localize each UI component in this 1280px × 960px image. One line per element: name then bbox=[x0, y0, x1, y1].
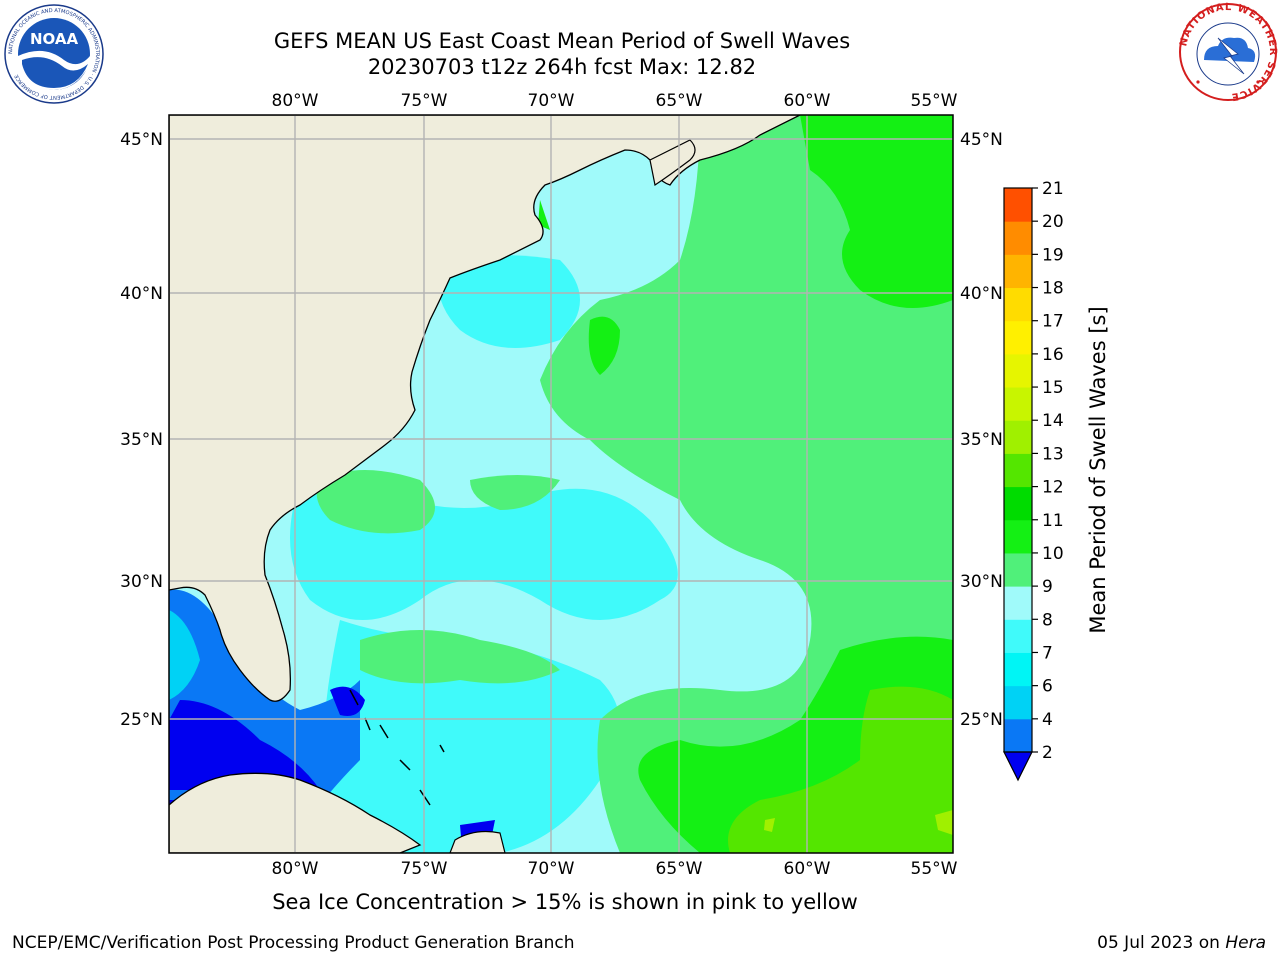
lon-label-bottom: 75°W bbox=[401, 859, 448, 879]
lon-label-top: 80°W bbox=[272, 91, 319, 111]
bright-green-period-region bbox=[588, 316, 620, 375]
lon-label-top: 70°W bbox=[528, 91, 575, 111]
chart-title: GEFS MEAN US East Coast Mean Period of S… bbox=[273, 29, 851, 53]
footer-date-text: 05 Jul 2023 on bbox=[1097, 933, 1226, 953]
short-period-region bbox=[169, 700, 320, 790]
lat-label-right: 30°N bbox=[960, 572, 1003, 592]
colorbar-tick-label: 17 bbox=[1042, 312, 1064, 332]
colorbar: 2 4 6 7 8 9 10 11 12 13 14 15 16 17 18 19 20 21 bbox=[1003, 179, 1064, 782]
north-america-land bbox=[169, 115, 801, 702]
colorbar-tick-label: 19 bbox=[1042, 245, 1064, 265]
colorbar-segment bbox=[1004, 320, 1032, 355]
colorbar-under-arrow bbox=[1003, 751, 1033, 782]
colorbar-tick-label: 8 bbox=[1042, 610, 1053, 630]
short-period-region bbox=[169, 610, 200, 700]
colorbar-segment bbox=[1004, 420, 1032, 454]
noaa-logo: NATIONAL OCEANIC AND ATMOSPHERIC ADMINIS… bbox=[4, 4, 104, 104]
colorbar-tick-label: 2 bbox=[1042, 743, 1053, 763]
lon-label-top: 55°W bbox=[911, 91, 958, 111]
colorbar-tick-label: 6 bbox=[1042, 677, 1053, 697]
sea-ice-note: Sea Ice Concentration > 15% is shown in … bbox=[272, 890, 858, 914]
lon-label-bottom: 80°W bbox=[272, 859, 319, 879]
colorbar-tick-label: 11 bbox=[1042, 511, 1064, 531]
yellow-green-period-region bbox=[764, 818, 775, 832]
colorbar-tick-label: 4 bbox=[1042, 710, 1053, 730]
lon-label-bottom: 70°W bbox=[528, 859, 575, 879]
colorbar-tick-label: 7 bbox=[1042, 643, 1053, 663]
colorbar-label: Mean Period of Swell Waves [s] bbox=[1086, 306, 1110, 634]
short-period-region bbox=[330, 686, 365, 716]
colorbar-tick-label: 10 bbox=[1042, 544, 1064, 564]
bright-green-period-region bbox=[800, 115, 953, 308]
green-period-region bbox=[470, 475, 560, 510]
lat-label-right: 35°N bbox=[960, 430, 1003, 450]
colorbar-segment bbox=[1004, 287, 1032, 322]
yellow-green-period-region bbox=[728, 686, 953, 853]
lat-label-right: 45°N bbox=[960, 130, 1003, 150]
colorbar-frame bbox=[1003, 187, 1033, 753]
colorbar-segment bbox=[1004, 353, 1032, 388]
colorbar-tick-label: 13 bbox=[1042, 444, 1064, 464]
colorbar-segment bbox=[1004, 486, 1032, 521]
bahamas bbox=[349, 689, 445, 806]
hispaniola-land bbox=[449, 830, 506, 853]
colorbar-tick-label: 15 bbox=[1042, 378, 1064, 398]
yellow-green-period-region bbox=[935, 810, 953, 835]
lon-label-bottom: 55°W bbox=[911, 859, 958, 879]
colorbar-segment bbox=[1004, 387, 1032, 421]
colorbar-segment bbox=[1004, 552, 1032, 587]
chart-subtitle: 20230703 t12z 264h fcst Max: 12.82 bbox=[367, 55, 757, 79]
green-period-region bbox=[360, 630, 560, 684]
footer-date: 05 Jul 2023 on Hera bbox=[1097, 933, 1266, 953]
colorbar-tick-label: 14 bbox=[1042, 411, 1064, 431]
footer-machine: Hera bbox=[1225, 933, 1266, 953]
lat-label-left: 25°N bbox=[120, 710, 163, 730]
lon-label-top: 75°W bbox=[401, 91, 448, 111]
colorbar-tick-label: 20 bbox=[1042, 212, 1064, 232]
cyan-period-band bbox=[437, 255, 580, 348]
noaa-logo-text: NOAA bbox=[30, 30, 79, 48]
colorbar-segment bbox=[1004, 685, 1032, 720]
map-gridlines bbox=[169, 115, 953, 853]
lat-label-right: 25°N bbox=[960, 710, 1003, 730]
colorbar-segment bbox=[1004, 652, 1032, 687]
colorbar-tick-label: 21 bbox=[1042, 179, 1064, 199]
colorbar-segment bbox=[1004, 519, 1032, 554]
colorbar-segment bbox=[1004, 718, 1032, 753]
lat-label-right: 40°N bbox=[960, 284, 1003, 304]
colorbar-segment bbox=[1004, 453, 1032, 488]
map-frame bbox=[168, 114, 954, 854]
lat-label-left: 40°N bbox=[120, 284, 163, 304]
colorbar-segment bbox=[1004, 188, 1032, 222]
lat-label-left: 30°N bbox=[120, 572, 163, 592]
nws-logo: NATIONAL WEATHER SERVICE bbox=[1178, 2, 1277, 102]
lat-label-left: 45°N bbox=[120, 130, 163, 150]
colorbar-segment bbox=[1004, 586, 1032, 620]
colorbar-segment bbox=[1004, 221, 1032, 255]
colorbar-tick-label: 9 bbox=[1042, 577, 1053, 597]
colorbar-segment bbox=[1004, 619, 1032, 653]
footer-credit: NCEP/EMC/Verification Post Processing Pr… bbox=[12, 933, 575, 953]
colorbar-tick-label: 16 bbox=[1042, 345, 1064, 365]
lat-label-left: 35°N bbox=[120, 430, 163, 450]
green-period-region bbox=[316, 470, 435, 534]
lon-label-top: 65°W bbox=[656, 91, 703, 111]
nova-scotia-land bbox=[649, 139, 696, 186]
colorbar-tick-label: 18 bbox=[1042, 279, 1064, 299]
lon-label-bottom: 60°W bbox=[784, 859, 831, 879]
colorbar-segment bbox=[1004, 254, 1032, 289]
lon-label-bottom: 65°W bbox=[656, 859, 703, 879]
lon-label-top: 60°W bbox=[784, 91, 831, 111]
colorbar-tick-label: 12 bbox=[1042, 478, 1064, 498]
